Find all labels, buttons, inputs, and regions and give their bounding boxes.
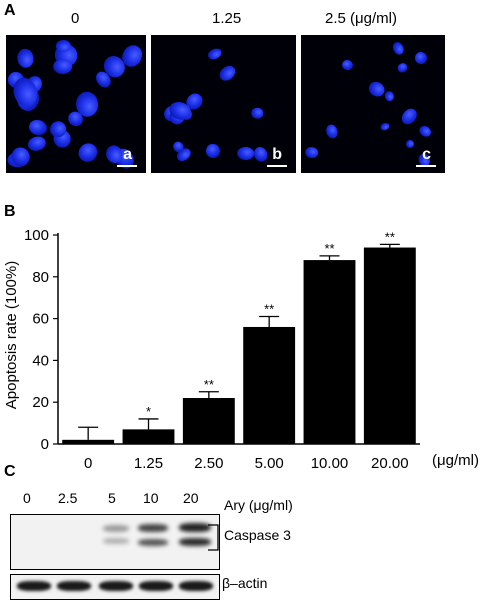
western-blot-caspase3 — [10, 514, 220, 570]
blot-band — [103, 525, 129, 532]
panel-a-letter: A — [4, 2, 16, 19]
cell-nucleus — [395, 61, 410, 75]
micrograph-sublabel-a: a — [123, 146, 132, 163]
cell-nucleus — [383, 89, 396, 102]
micrograph-2-5: c — [301, 35, 445, 173]
cell-nucleus — [236, 146, 255, 161]
blot-band — [99, 581, 133, 591]
lane-label-4: 20 — [183, 490, 199, 506]
cell-nucleus — [251, 145, 271, 165]
x-axis-unit: (μg/ml) — [432, 452, 479, 469]
y-tick-label: 60 — [32, 311, 49, 328]
cell-nucleus — [390, 39, 406, 57]
caspase3-label: Caspase 3 — [224, 527, 291, 543]
blot-band — [17, 581, 51, 591]
cell-nucleus — [399, 106, 420, 128]
bar — [122, 429, 175, 444]
y-tick-label: 100 — [24, 227, 49, 244]
y-axis-label: Apoptosis rate (100%) — [3, 261, 20, 409]
concentration-label-2: 2.5 (μg/ml) — [325, 10, 397, 27]
lane-label-0: 0 — [23, 490, 31, 506]
lane-label-3: 10 — [143, 490, 159, 506]
x-tick-label: 5.00 — [255, 455, 284, 470]
y-tick-label: 80 — [32, 269, 49, 286]
significance-marker: ** — [204, 377, 214, 392]
western-blot-actin — [10, 574, 220, 600]
cell-nucleus — [404, 138, 416, 150]
blot-band — [179, 581, 213, 591]
x-tick-label: 0 — [84, 455, 92, 470]
cell-nucleus — [251, 107, 264, 119]
micrograph-sublabel-c: c — [422, 146, 431, 163]
micrograph-1-25: b — [151, 35, 296, 173]
cell-nucleus — [413, 50, 429, 65]
panel-b-letter: B — [4, 203, 16, 220]
cell-nucleus — [378, 121, 391, 132]
significance-marker: * — [146, 404, 151, 419]
x-tick-label: 1.25 — [134, 455, 163, 470]
cell-nucleus — [203, 141, 223, 161]
blot-band — [103, 538, 129, 544]
bar — [303, 260, 356, 444]
beta-actin-label: β–actin — [222, 575, 268, 591]
lane-label-1: 2.5 — [58, 490, 78, 506]
panel-c-letter: C — [4, 463, 16, 480]
x-tick-label: 10.00 — [311, 455, 349, 470]
micrograph-control: a — [6, 35, 146, 173]
x-tick-label: 20.00 — [371, 455, 409, 470]
y-tick-label: 0 — [41, 436, 49, 453]
bar — [363, 247, 416, 444]
cell-nucleus — [206, 46, 224, 62]
cell-nucleus — [53, 58, 73, 75]
y-tick-label: 20 — [32, 394, 49, 411]
cell-nucleus — [325, 123, 340, 140]
significance-marker: ** — [264, 302, 274, 317]
micrograph-sublabel-b: b — [272, 146, 282, 163]
scale-bar — [416, 165, 436, 167]
concentration-label-1: 1.25 — [212, 10, 242, 27]
blot-band — [139, 581, 173, 591]
cell-nucleus — [216, 63, 239, 84]
bar — [182, 398, 235, 444]
scale-bar — [267, 165, 287, 167]
y-tick-label: 40 — [32, 352, 49, 369]
blot-band — [57, 581, 91, 591]
cell-nucleus — [341, 58, 355, 72]
band-bracket — [208, 524, 219, 551]
scale-bar — [117, 165, 137, 167]
blot-band — [138, 539, 168, 546]
cell-nucleus — [15, 47, 35, 69]
x-tick-label: 2.50 — [194, 455, 223, 470]
significance-marker: ** — [324, 241, 334, 256]
lane-label-2: 5 — [108, 490, 116, 506]
blot-band — [179, 538, 211, 546]
cell-nucleus — [26, 135, 48, 154]
unit-label: Ary (μg/ml) — [224, 497, 293, 513]
cell-nucleus — [74, 139, 101, 166]
blot-band — [138, 524, 168, 532]
concentration-label-0: 0 — [71, 10, 80, 27]
bar — [62, 439, 115, 444]
significance-marker: ** — [385, 229, 395, 244]
cell-nucleus — [304, 146, 319, 160]
blot-band — [179, 523, 211, 532]
cell-nucleus — [417, 123, 434, 139]
cell-nucleus — [27, 118, 49, 138]
bar — [243, 326, 296, 444]
